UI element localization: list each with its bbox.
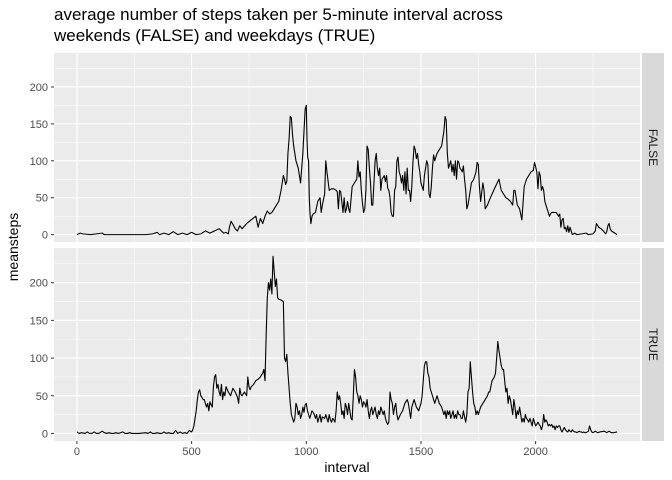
strip-background (642, 248, 664, 441)
x-tick-label: 2000 (523, 446, 547, 458)
strip-label-false: FALSE (646, 129, 660, 166)
y-tick-label: 200 (30, 82, 48, 94)
chart-title-line-1: average number of steps taken per 5-minu… (54, 5, 503, 24)
facet-panel-true: 0 50 100 150 200 TRUE (30, 248, 664, 441)
y-tick-label: 0 (42, 428, 48, 440)
y-tick-label: 50 (36, 391, 48, 403)
chart-title-line-2: weekends (FALSE) and weekdays (TRUE) (53, 26, 375, 45)
x-axis-title: interval (324, 459, 369, 475)
panel-background (54, 53, 640, 242)
y-tick-label: 100 (30, 353, 48, 365)
y-tick-label: 150 (30, 119, 48, 131)
x-tick-label: 1000 (294, 446, 318, 458)
x-tick-label: 1500 (409, 446, 433, 458)
y-tick-label: 0 (42, 230, 48, 242)
strip-label-true: TRUE (646, 328, 660, 361)
y-axis-ticks: 0 50 100 150 200 (30, 82, 54, 242)
series-line-true (76, 255, 618, 435)
y-tick-label: 50 (36, 193, 48, 205)
facet-panel-false: 0 50 100 150 200 FALSE (30, 53, 664, 242)
y-tick-label: 150 (30, 315, 48, 327)
strip-background (642, 53, 664, 242)
x-axis-ticks: 0 500 1000 1500 2000 (74, 441, 548, 458)
y-tick-label: 200 (30, 278, 48, 290)
y-axis-title: meansteps (5, 213, 21, 281)
x-tick-label: 500 (182, 446, 200, 458)
y-tick-label: 100 (30, 156, 48, 168)
x-tick-label: 0 (74, 446, 80, 458)
panel-gridlines (54, 53, 640, 242)
series-line-false (76, 104, 618, 236)
y-axis-ticks: 0 50 100 150 200 (30, 278, 54, 440)
